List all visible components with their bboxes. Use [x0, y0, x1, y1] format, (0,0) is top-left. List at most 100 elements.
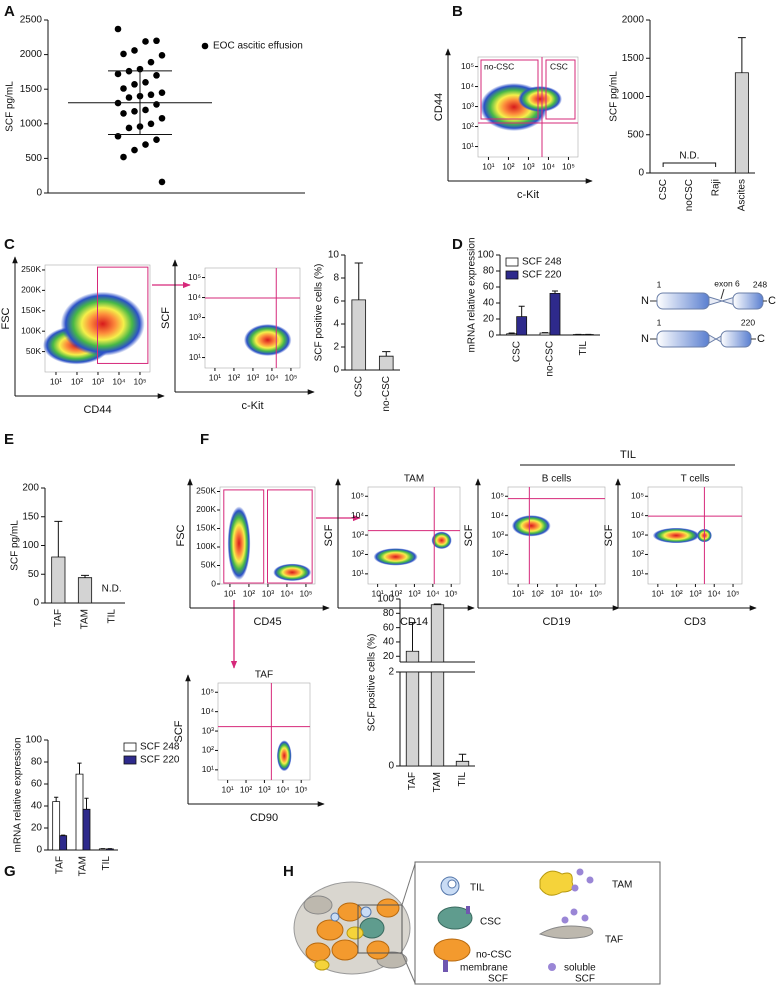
y-tick-label: 40	[383, 637, 395, 648]
y-axis-label: SCF	[603, 524, 615, 546]
data-point	[153, 101, 160, 108]
density-cloud	[518, 86, 562, 112]
bar	[351, 299, 367, 371]
y-tick-label: 10³	[202, 725, 214, 735]
y-tick-label: 60	[483, 282, 495, 293]
x-tick-label: 10¹	[371, 588, 383, 598]
x-tick-label: 10³	[258, 784, 270, 794]
y-tick-label: 80	[383, 608, 395, 619]
panel-label: F	[200, 431, 209, 448]
y-tick-label: 10⁵	[201, 687, 214, 697]
y-tick-label: 0	[33, 598, 39, 609]
data-point	[114, 70, 122, 78]
y-tick-label: 6	[333, 296, 339, 307]
x-tick-label: 10³	[551, 588, 563, 598]
x-tick-label: no-CSC	[545, 341, 556, 377]
soluble-scf-icon	[576, 868, 584, 876]
x-tick-label: 10⁵	[562, 161, 575, 171]
panel-label: A	[4, 3, 15, 20]
x-tick-label: 10³	[247, 372, 259, 382]
y-tick-label: 200	[22, 483, 39, 494]
y-tick-label: 100	[377, 594, 394, 605]
data-point	[158, 178, 166, 186]
data-point	[142, 38, 149, 45]
bar	[59, 835, 68, 851]
y-axis-label: SCF	[160, 307, 172, 329]
bar	[430, 604, 445, 767]
density-cloud	[431, 531, 452, 550]
y-tick-label: 20	[383, 651, 395, 662]
error-bar	[508, 332, 515, 334]
y-tick-label: 100	[22, 540, 39, 551]
x-tick-label: 10⁵	[727, 588, 740, 598]
data-point	[120, 85, 127, 92]
data-point	[142, 78, 149, 86]
y-tick-label: 2	[388, 667, 394, 678]
data-point	[153, 136, 160, 144]
domain-box	[656, 292, 710, 310]
bar	[549, 293, 561, 336]
bar	[77, 577, 93, 604]
annotation: N.D.	[102, 584, 122, 595]
x-tick-label: 10¹	[209, 372, 221, 382]
x-axis-label: CD45	[253, 616, 281, 628]
density-cloud	[373, 548, 418, 566]
legend-label: SCF 248	[522, 257, 562, 268]
data-point	[120, 110, 127, 117]
y-tick-label: 50K	[201, 560, 216, 570]
y-tick-label: 10¹	[352, 568, 364, 578]
bar	[539, 332, 551, 336]
x-tick-label: 10¹	[512, 588, 524, 598]
x-tick-label: TIL	[106, 609, 117, 624]
y-tick-label: 10	[328, 250, 340, 261]
error-bar	[737, 37, 746, 73]
membrane-scf-icon	[443, 960, 448, 972]
y-axis-label: FSC	[0, 307, 12, 329]
y-tick-label: 150K	[21, 305, 41, 315]
density-cloud	[273, 563, 312, 582]
plot-title: T cells	[681, 474, 710, 485]
gate	[267, 489, 313, 584]
x-tick-label: 10⁴	[280, 588, 293, 598]
y-tick-label: 2000	[622, 15, 645, 26]
y-tick-label: 10²	[189, 332, 201, 342]
error-bar	[433, 603, 442, 605]
x-tick-label: 10⁴	[276, 784, 289, 794]
x-tick-label: 10²	[390, 588, 402, 598]
gate	[223, 489, 265, 584]
legend-label: SCF 220	[140, 755, 180, 766]
soluble-scf-icon	[571, 884, 579, 892]
y-tick-label: 8	[333, 273, 339, 284]
y-tick-label: 50	[28, 569, 40, 580]
x-tick-label: CSC	[353, 376, 364, 397]
y-tick-label: 10³	[632, 529, 644, 539]
y-tick-label: 200K	[196, 504, 216, 514]
tam-icon	[539, 870, 574, 896]
data-point	[158, 89, 166, 96]
y-tick-label: 10²	[632, 549, 644, 559]
x-axis-label: CD90	[250, 812, 278, 824]
legend-label: CSC	[480, 917, 501, 928]
x-tick-label: CSC	[658, 179, 669, 200]
pointer	[720, 288, 725, 300]
x-tick-label: Ascites	[737, 179, 748, 211]
x-tick-label: 10⁵	[299, 588, 312, 598]
bar	[52, 801, 61, 851]
gate-label: CSC	[550, 61, 568, 71]
til-cell	[360, 906, 372, 918]
y-tick-label: 10¹	[189, 352, 201, 362]
x-tick-label: Raji	[710, 179, 721, 196]
plot-title: TAM	[404, 474, 424, 485]
x-tick-label: noCSC	[684, 179, 695, 211]
y-tick-label: 10⁴	[188, 292, 201, 302]
soluble-scf-icon	[570, 908, 578, 916]
y-tick-label: 100K	[21, 325, 41, 335]
x-tick-label: TIL	[101, 856, 112, 871]
y-tick-label: 100	[25, 735, 42, 746]
tumor-cell	[376, 898, 400, 918]
x-tick-label: TAM	[432, 772, 443, 792]
x-axis-label: c-Kit	[242, 400, 264, 412]
gate	[545, 59, 576, 120]
panel-label: C	[4, 236, 15, 253]
